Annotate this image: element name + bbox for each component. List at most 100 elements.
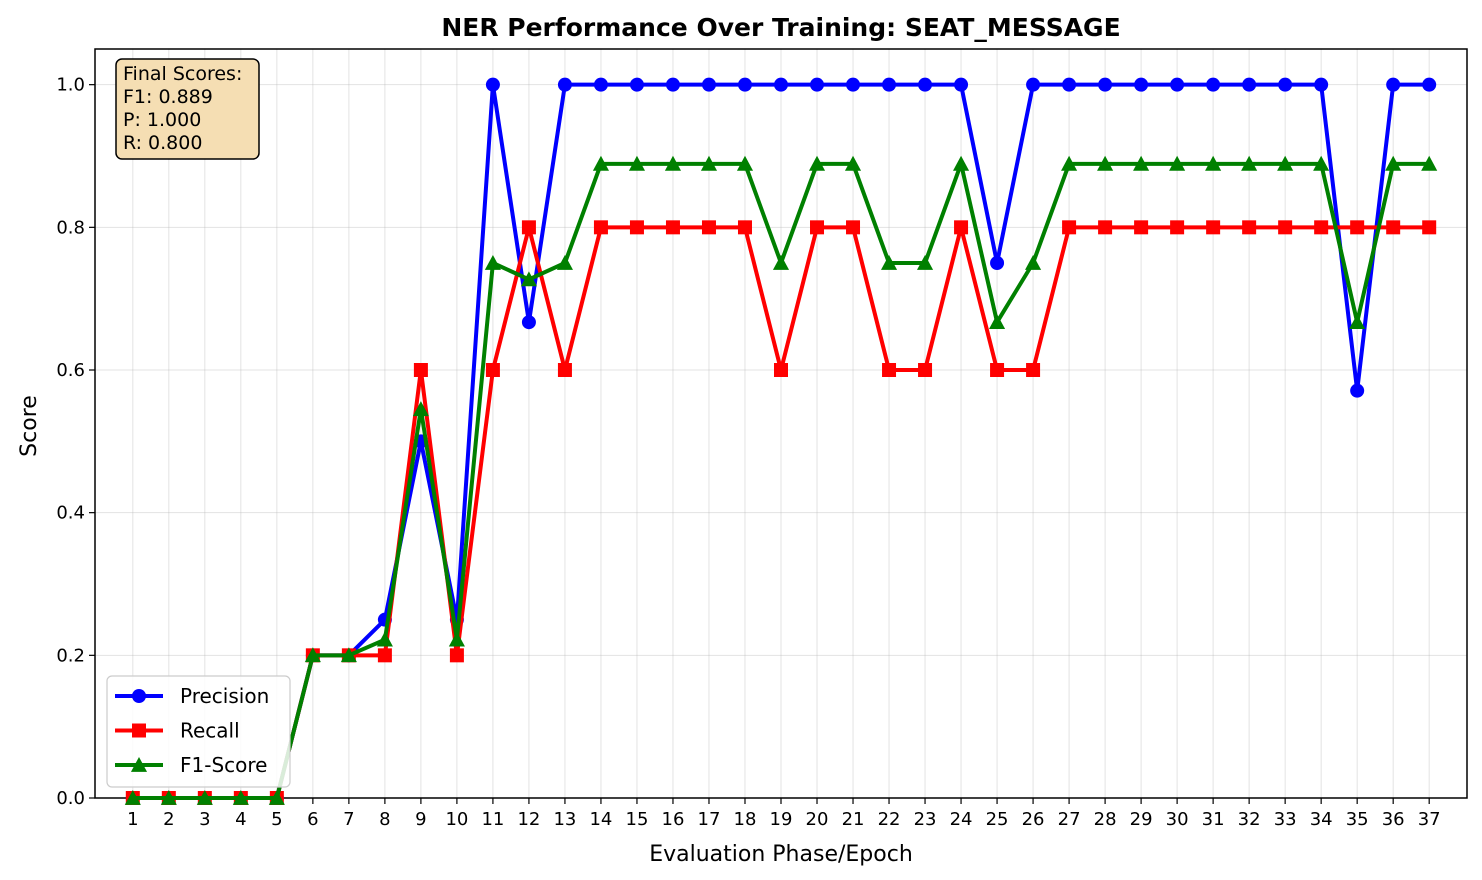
data-point xyxy=(1026,363,1041,377)
data-point xyxy=(1278,220,1293,235)
x-tick-label: 4 xyxy=(235,809,246,830)
data-point xyxy=(916,254,934,270)
data-point xyxy=(449,648,464,663)
x-tick-label: 1 xyxy=(127,809,138,830)
y-tick-label: 1.0 xyxy=(56,75,85,96)
y-tick-label: 0.0 xyxy=(56,788,85,809)
x-tick-label: 20 xyxy=(806,809,829,830)
data-point xyxy=(880,254,898,270)
x-tick-label: 37 xyxy=(1418,809,1441,830)
data-point xyxy=(1206,220,1221,235)
x-tick-label: 25 xyxy=(986,809,1009,830)
legend: Precision Recall F1-Score xyxy=(106,675,291,788)
plot-frame xyxy=(94,48,1468,799)
data-point xyxy=(989,314,1006,330)
data-point xyxy=(593,220,608,235)
data-point xyxy=(918,363,933,377)
data-point xyxy=(1242,220,1257,235)
data-point xyxy=(268,789,285,805)
data-point xyxy=(132,689,146,703)
data-point xyxy=(1062,220,1077,235)
data-point xyxy=(1098,220,1113,235)
y-axis-label: Score xyxy=(17,395,42,457)
x-tick-label: 36 xyxy=(1382,809,1405,830)
data-point xyxy=(340,647,357,663)
data-point xyxy=(1350,220,1365,235)
legend-label: Recall xyxy=(180,719,240,743)
y-tick-label: 0.8 xyxy=(56,217,85,238)
x-tick-label: 13 xyxy=(553,809,576,830)
y-tick-label: 0.6 xyxy=(56,360,85,381)
data-point xyxy=(810,77,825,92)
x-tick-label: 29 xyxy=(1130,809,1153,830)
legend-box xyxy=(106,675,291,788)
series-f1-score xyxy=(124,155,1438,805)
data-point xyxy=(521,220,536,235)
data-point xyxy=(376,631,393,647)
annotation-line: Final Scores: xyxy=(123,63,242,85)
data-point xyxy=(1025,254,1042,270)
data-point xyxy=(629,220,644,235)
data-point xyxy=(918,77,933,92)
x-tick-label: 33 xyxy=(1274,809,1297,830)
x-tick-label: 24 xyxy=(950,809,973,830)
data-point xyxy=(1134,220,1149,235)
data-point xyxy=(1170,77,1185,92)
x-tick-label: 6 xyxy=(307,809,318,830)
x-tick-label: 5 xyxy=(271,809,282,830)
data-point xyxy=(377,648,392,663)
data-point xyxy=(1206,77,1221,92)
annotation-line: P: 1.000 xyxy=(123,109,201,131)
series xyxy=(124,77,1438,805)
data-point xyxy=(700,155,718,171)
data-point xyxy=(1097,155,1114,171)
data-point xyxy=(882,363,897,377)
y-tick-label: 0.4 xyxy=(56,503,85,524)
grid xyxy=(95,49,1467,799)
x-tick-label: 28 xyxy=(1094,809,1117,830)
data-point xyxy=(412,401,429,417)
x-tick-label: 35 xyxy=(1346,809,1369,830)
x-tick-label: 15 xyxy=(626,809,649,830)
data-point xyxy=(1026,77,1041,92)
x-tick-label: 8 xyxy=(379,809,390,830)
data-point xyxy=(592,155,609,171)
x-tick-label: 9 xyxy=(415,809,426,830)
data-point xyxy=(1098,77,1113,92)
data-point xyxy=(990,363,1005,377)
data-point xyxy=(1421,155,1438,171)
data-point xyxy=(1385,155,1402,171)
data-point xyxy=(737,220,752,235)
x-tick-label: 17 xyxy=(698,809,721,830)
data-point xyxy=(808,155,826,171)
final-scores-annotation: Final Scores: F1: 0.889 P: 1.000 R: 0.80… xyxy=(115,58,260,160)
data-point xyxy=(990,256,1005,270)
data-point xyxy=(593,77,608,92)
x-tick-label: 34 xyxy=(1310,809,1333,830)
x-tick-label: 30 xyxy=(1166,809,1189,830)
x-tick-label: 26 xyxy=(1022,809,1045,830)
data-point xyxy=(130,756,148,772)
data-point xyxy=(664,155,682,171)
data-point xyxy=(1133,155,1150,171)
x-tick-label: 19 xyxy=(770,809,793,830)
data-point xyxy=(701,77,716,92)
data-point xyxy=(448,631,465,647)
x-axis-label: Evaluation Phase/Epoch xyxy=(649,842,913,867)
legend-item: Recall xyxy=(115,719,240,743)
data-point xyxy=(774,363,788,377)
y-tick-label: 0.2 xyxy=(56,645,85,666)
data-point xyxy=(413,363,428,377)
data-point xyxy=(485,77,500,92)
data-point xyxy=(1313,155,1330,171)
data-point xyxy=(846,77,861,92)
data-point xyxy=(844,155,862,171)
data-point xyxy=(954,220,969,235)
data-point xyxy=(1061,155,1078,171)
data-point xyxy=(1062,77,1077,92)
data-point xyxy=(232,789,249,805)
data-point xyxy=(520,271,537,287)
x-tick-label: 2 xyxy=(163,809,174,830)
data-point xyxy=(521,315,536,330)
